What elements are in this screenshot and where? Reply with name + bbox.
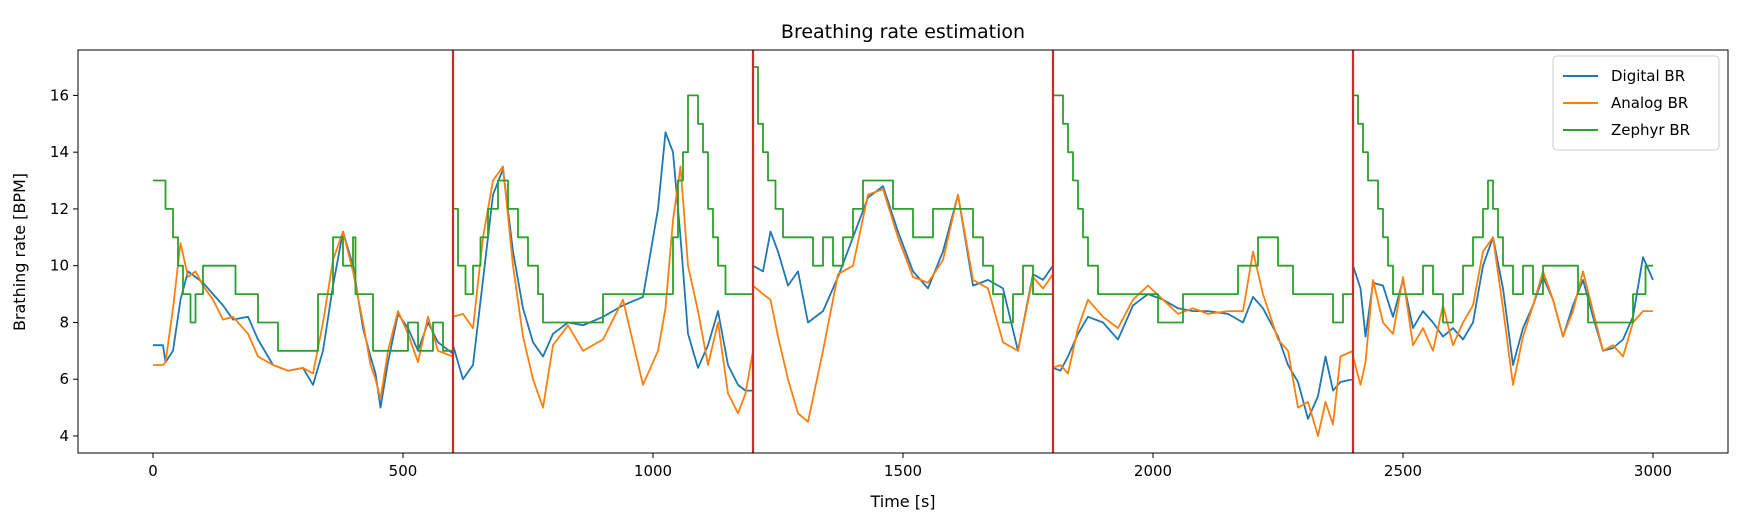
series-layer (153, 66, 1654, 437)
y-tick-label: 8 (59, 313, 69, 331)
x-tick-label: 500 (389, 462, 418, 480)
x-axis-label: Time [s] (869, 492, 935, 511)
x-tick-label: 1000 (634, 462, 672, 480)
chart-title: Breathing rate estimation (781, 21, 1025, 43)
x-tick-label: 1500 (884, 462, 922, 480)
legend-label-digital: Digital BR (1611, 67, 1685, 85)
segment-boundaries (451, 50, 1355, 453)
y-axis-ticks: 4 6 8 10 12 14 16 (50, 86, 78, 445)
y-tick-label: 12 (50, 200, 69, 218)
y-tick-label: 14 (50, 143, 69, 161)
x-tick-label: 3000 (1634, 462, 1672, 480)
legend-label-analog: Analog BR (1611, 94, 1688, 112)
x-tick-label: 2500 (1384, 462, 1422, 480)
x-tick-label: 2000 (1134, 462, 1172, 480)
legend-box (1552, 55, 1720, 151)
y-tick-label: 4 (59, 427, 69, 445)
y-tick-label: 6 (59, 370, 69, 388)
y-axis-label: Brathing rate [BPM] (10, 173, 29, 331)
x-axis-ticks: 0 500 1000 1500 2000 2500 3000 (148, 453, 1672, 480)
y-tick-label: 16 (50, 86, 69, 104)
y-tick-label: 10 (50, 257, 69, 275)
plot-area (77, 49, 1729, 454)
series-analog-br (153, 165, 1653, 437)
legend-label-zephyr: Zephyr BR (1611, 121, 1690, 139)
series-zephyr-br (153, 66, 1653, 352)
x-tick-label: 0 (148, 462, 158, 480)
legend: Digital BR Analog BR Zephyr BR (1552, 55, 1720, 151)
